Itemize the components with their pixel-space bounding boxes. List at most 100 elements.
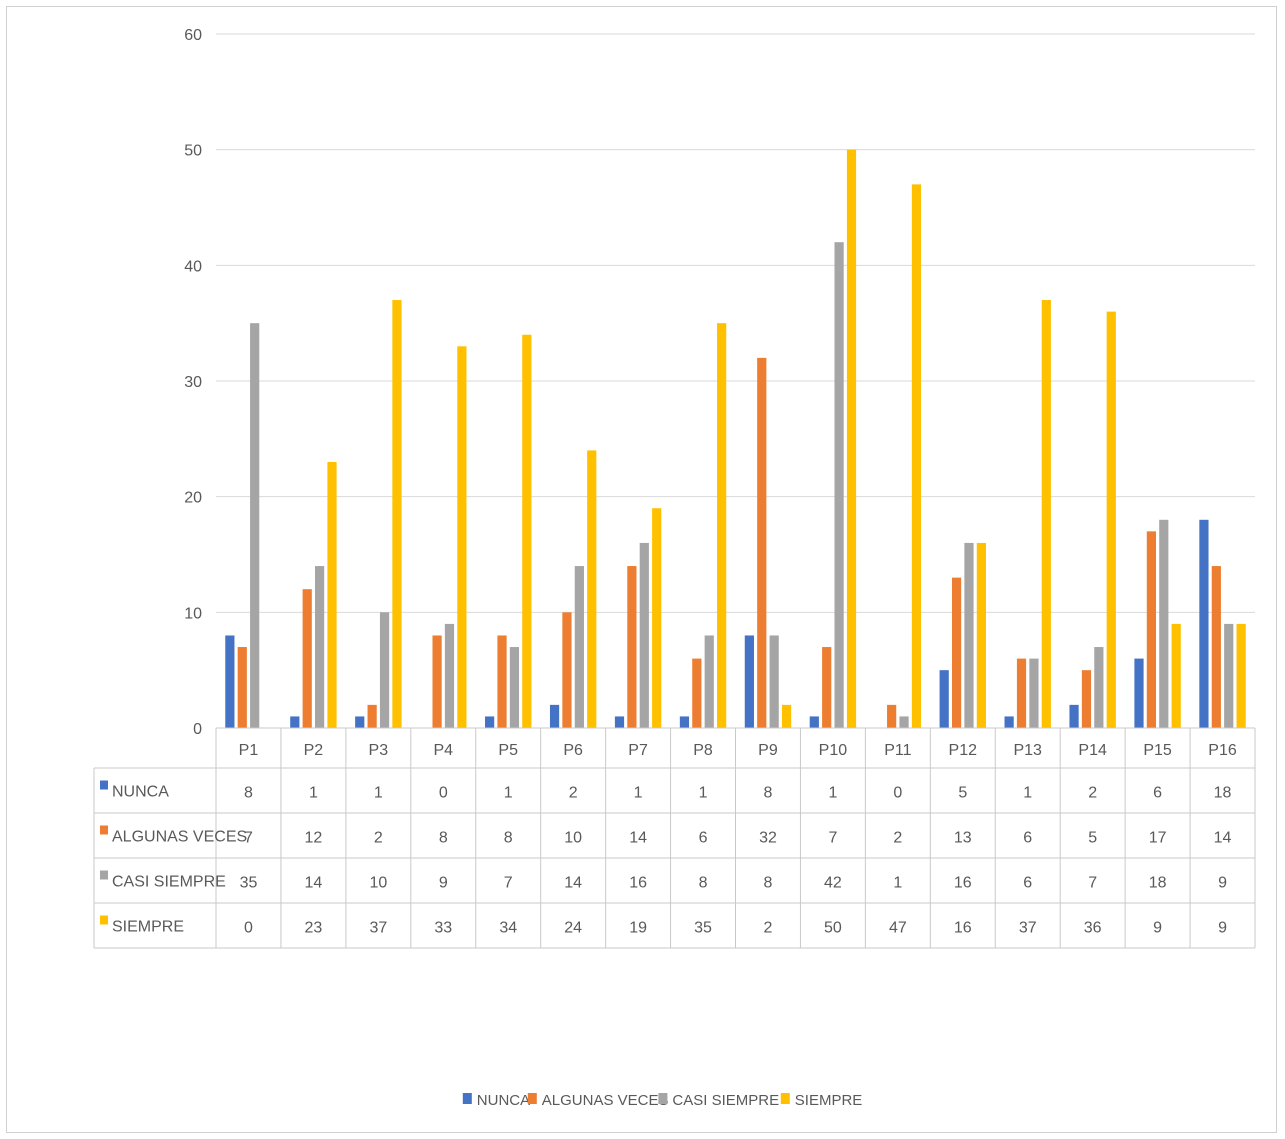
bar-p10-casi-siempre <box>834 242 844 728</box>
bar-p7-siempre <box>652 508 662 728</box>
bar-p7-nunca <box>614 716 625 728</box>
table-cell-value: 8 <box>504 830 513 847</box>
legend-key <box>658 1093 668 1104</box>
x-category-label: P14 <box>1078 742 1107 759</box>
gridlines <box>216 33 1255 729</box>
bar-p9-casi-siempre <box>769 635 779 728</box>
x-category-label: P1 <box>239 742 259 759</box>
table-legend-key <box>100 825 108 835</box>
x-category-label: P11 <box>884 742 911 759</box>
table-series-label: SIEMPRE <box>112 919 184 936</box>
table-cell-value: 9 <box>1153 920 1162 937</box>
table-cell-value: 7 <box>828 830 837 847</box>
bar-p2-casi-siempre <box>315 566 325 728</box>
x-category-label: P12 <box>949 742 978 759</box>
table-cell-value: 17 <box>1149 830 1167 847</box>
table-cell-value: 2 <box>764 920 773 937</box>
table-cell-value: 24 <box>564 920 582 937</box>
table-cell-value: 9 <box>1218 875 1227 892</box>
table-cell-value: 42 <box>824 875 842 892</box>
table-cell-value: 14 <box>1214 830 1232 847</box>
bar-p1-algunas-veces <box>237 647 247 728</box>
table-cell-value: 50 <box>824 920 842 937</box>
bar-p3-nunca <box>355 716 365 728</box>
bar-p9-algunas-veces <box>757 357 767 728</box>
bar-p16-nunca <box>1199 519 1209 728</box>
bar-p13-casi-siempre <box>1029 658 1039 728</box>
x-category-label: P13 <box>1013 742 1042 759</box>
x-category-label: P3 <box>369 742 389 759</box>
table-cell-value: 18 <box>1149 875 1167 892</box>
bar-p3-casi-siempre <box>379 612 390 728</box>
x-category-label: P2 <box>304 742 324 759</box>
bar-p6-siempre <box>587 450 597 728</box>
legend-label: NUNCA <box>477 1092 530 1109</box>
bar-p5-siempre <box>522 334 532 728</box>
bar-p14-algunas-veces <box>1081 670 1092 728</box>
table-legend-key <box>100 780 108 790</box>
table-cell-value: 2 <box>374 830 383 847</box>
legend-key <box>780 1093 790 1104</box>
bar-p8-siempre <box>717 323 727 728</box>
table-cell-value: 12 <box>305 830 323 847</box>
table-cell-value: 0 <box>439 785 448 802</box>
bar-p10-siempre <box>846 149 857 728</box>
chart-frame: 0 10 20 30 40 50 60 P1 P2 P3 P4 P5 P6 P7 P8 P9 P10 P11 P1… <box>6 6 1277 1133</box>
bar-p8-nunca <box>679 716 690 728</box>
x-category-label: P10 <box>819 742 848 759</box>
table-series-label: CASI SIEMPRE <box>112 874 226 891</box>
table-cell-value: 1 <box>828 785 837 802</box>
table-cell-value: 16 <box>629 875 647 892</box>
bar-p7-casi-siempre <box>639 542 649 728</box>
bar-p1-casi-siempre <box>250 323 260 728</box>
bar-p6-casi-siempre <box>574 566 584 728</box>
legend-key <box>527 1093 537 1104</box>
table-cell-value: 9 <box>1218 920 1227 937</box>
table-cell-value: 8 <box>699 875 708 892</box>
bar-p5-nunca <box>485 716 495 728</box>
table-cell-value: 1 <box>634 785 643 802</box>
table-cell-value: 14 <box>305 875 323 892</box>
x-category-label: P15 <box>1143 742 1172 759</box>
bar-p16-casi-siempre <box>1224 623 1234 728</box>
bar-p12-nunca <box>939 670 949 728</box>
y-tick-label: 20 <box>184 490 202 507</box>
table-series-label: ALGUNAS VECES <box>112 829 247 846</box>
x-category-label: P4 <box>433 742 453 759</box>
bar-p4-casi-siempre <box>444 623 455 728</box>
x-category-label: P9 <box>758 742 778 759</box>
table-cell-value: 14 <box>629 830 647 847</box>
bar-p10-nunca <box>809 716 819 728</box>
bar-p6-nunca <box>549 704 560 728</box>
bar-p2-siempre <box>327 461 337 728</box>
table-cell-value: 9 <box>439 875 448 892</box>
bar-p12-casi-siempre <box>964 542 974 728</box>
table-cell-value: 6 <box>1023 830 1032 847</box>
bars <box>225 149 1246 728</box>
bar-p15-algunas-veces <box>1146 531 1156 728</box>
bar-p16-siempre <box>1236 623 1246 728</box>
x-category-label: P6 <box>563 742 583 759</box>
table-cell-value: 13 <box>954 830 972 847</box>
table-cell-value: 35 <box>694 920 712 937</box>
table-cell-value: 10 <box>369 875 387 892</box>
table-cell-value: 7 <box>244 830 253 847</box>
table-cell-value: 47 <box>889 920 907 937</box>
bar-p11-casi-siempre <box>899 716 909 728</box>
bar-p5-casi-siempre <box>509 647 520 728</box>
x-category-label: P8 <box>693 742 713 759</box>
table-cell-value: 1 <box>309 785 318 802</box>
table-cell-value: 33 <box>434 920 452 937</box>
table-cell-value: 23 <box>305 920 323 937</box>
y-tick-label: 30 <box>184 374 202 391</box>
table-cell-value: 6 <box>1153 785 1162 802</box>
table-cell-value: 7 <box>504 875 513 892</box>
y-axis-ticks: 0 10 20 30 40 50 60 <box>184 27 202 738</box>
bar-p2-algunas-veces <box>302 589 312 728</box>
table-cell-value: 1 <box>504 785 513 802</box>
table-cell-value: 7 <box>1088 875 1097 892</box>
bar-p13-nunca <box>1004 716 1014 728</box>
table-cell-value: 16 <box>954 875 972 892</box>
table-cell-value: 8 <box>764 785 773 802</box>
x-category-label: P16 <box>1208 742 1237 759</box>
